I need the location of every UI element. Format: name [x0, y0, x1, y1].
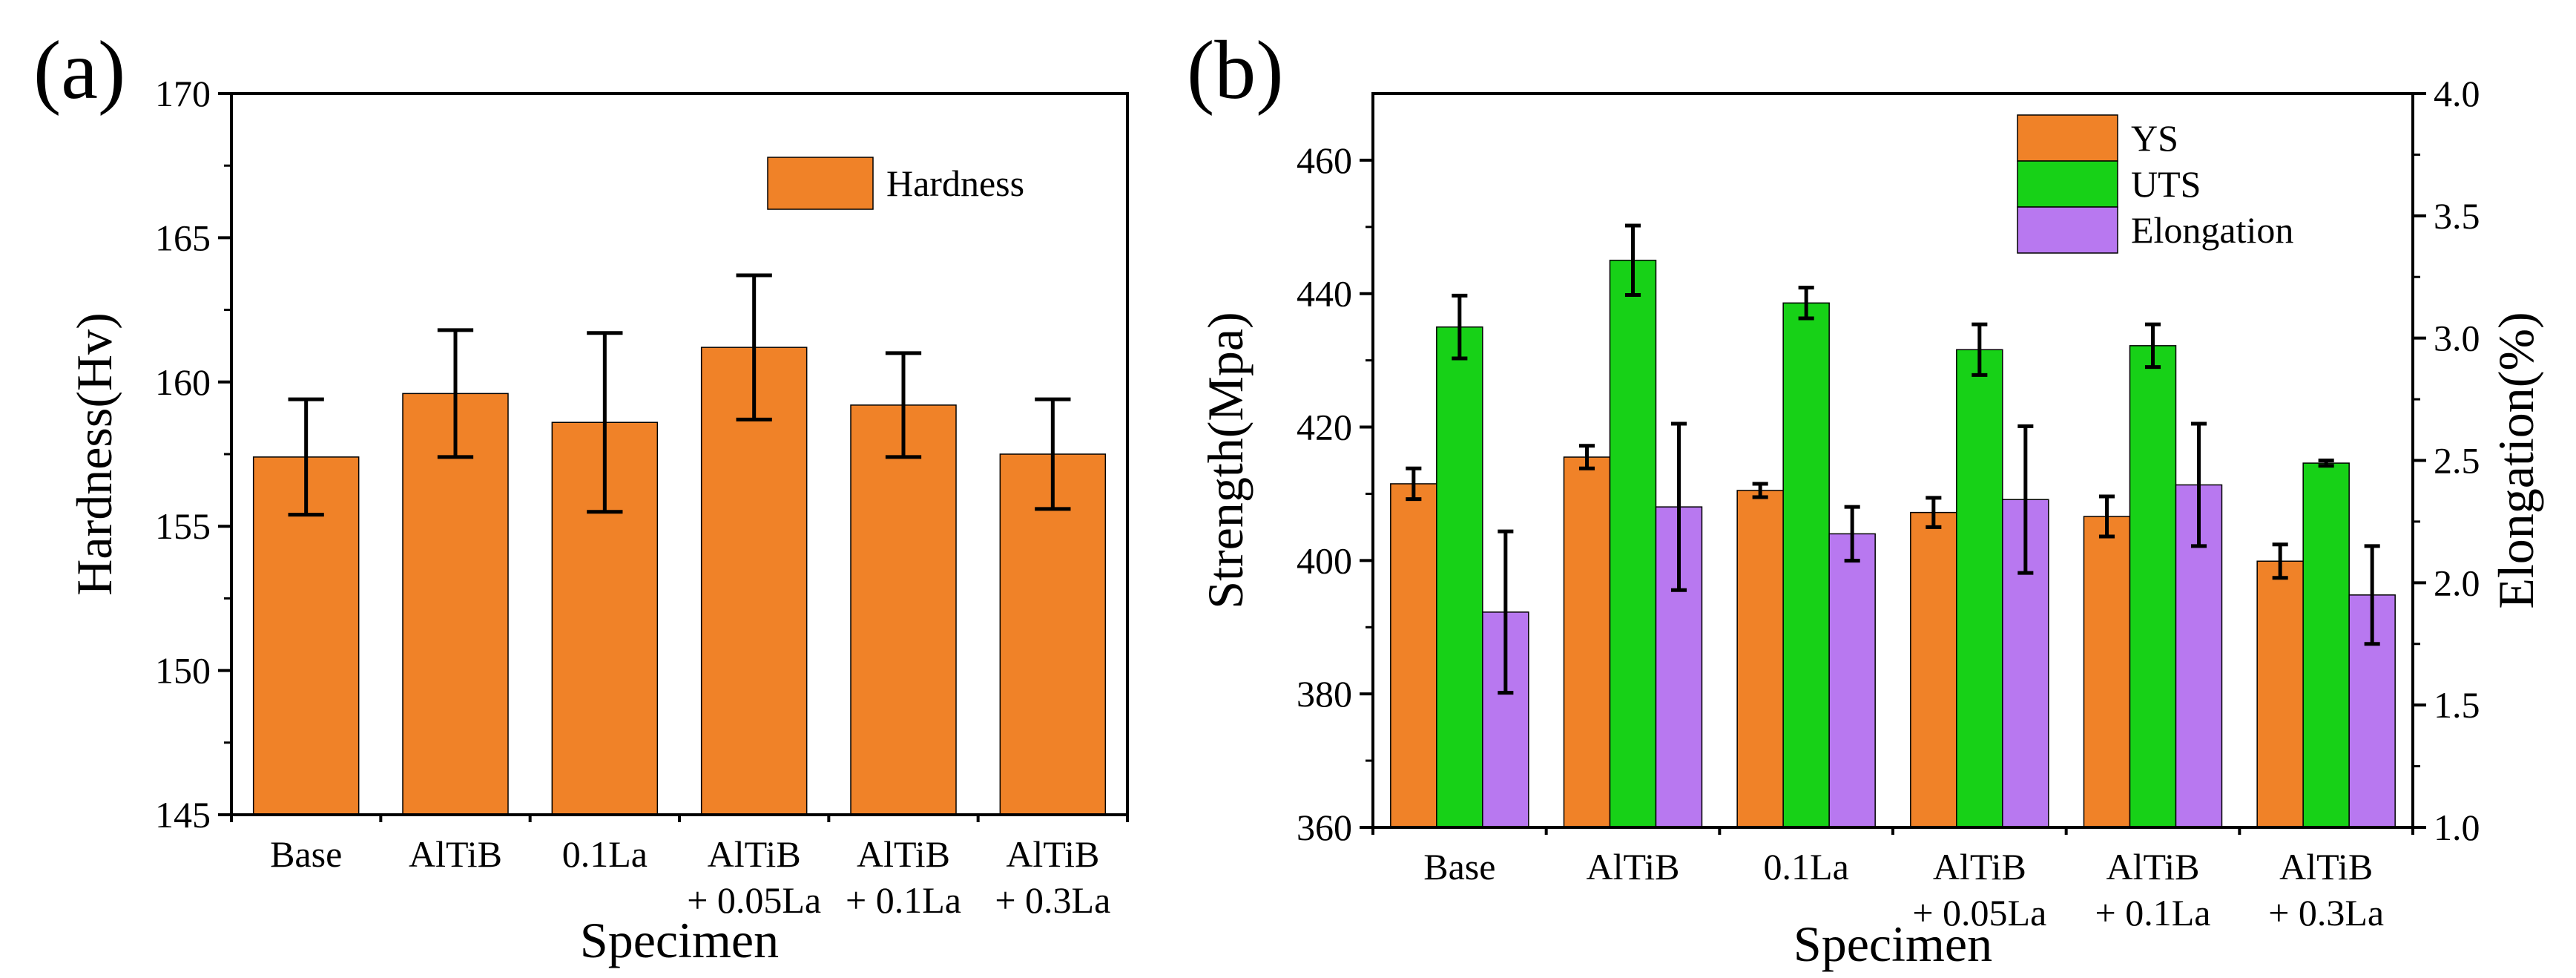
panel-b-x-tick-label: AlTiB	[2279, 846, 2373, 887]
panel-b-legend-swatch-ys	[2017, 114, 2118, 162]
panel-b-legend-label-ys: YS	[2131, 117, 2178, 159]
panel-b-uts-bar	[2302, 462, 2350, 828]
panel-b-x-axis-title: Specimen	[1793, 916, 1992, 972]
panel-a-legend-label-hardness: Hardness	[886, 163, 1024, 204]
panel-b-right-y-tick-label: 3.5	[2434, 195, 2480, 237]
panel-b-elongation-bar	[1828, 533, 1876, 828]
panel-b-ys-bar	[2256, 560, 2304, 828]
panel-b-legend-swatch-uts	[2017, 160, 2118, 208]
panel-b-uts-bar	[1436, 326, 1483, 828]
panel-b-right-y-tick-label: 2.0	[2434, 562, 2480, 603]
panel-b-uts-bar	[1782, 302, 1830, 828]
panel-b-x-tick-label: AlTiB	[1933, 846, 2026, 887]
panel-b-y-tick-label: 400	[1297, 539, 1352, 581]
panel-a-y-tick-label: 165	[155, 217, 211, 258]
panel-b-x-tick-label: + 0.05La	[1912, 892, 2046, 933]
panel-b-x-tick-label: + 0.3La	[2268, 892, 2384, 933]
panel-a-legend-swatch-hardness	[767, 157, 874, 210]
panel-a-x-tick-label: AlTiB	[409, 833, 502, 875]
panel-b-right-y-axis-title: Elongation(%)	[2488, 312, 2544, 608]
panel-a-x-tick-label: + 0.1La	[846, 879, 961, 921]
panel-b-ys-bar	[1736, 490, 1784, 828]
panel-b-y-axis-title: Strength(Mpa)	[1197, 312, 1254, 608]
panel-b-x-tick-label: + 0.1La	[2095, 892, 2211, 933]
panel-b-right-y-tick-label: 4.0	[2434, 73, 2480, 114]
panel-b-y-tick-label: 380	[1297, 673, 1352, 715]
panel-b-panel-label: (b)	[1187, 24, 1284, 116]
panel-b-x-tick-label: AlTiB	[2106, 846, 2199, 887]
panel-b-right-y-tick-label: 1.5	[2434, 684, 2480, 726]
panel-a-y-tick-label: 155	[155, 505, 211, 547]
panel-b-y-tick-label: 360	[1297, 807, 1352, 848]
panel-a-x-tick-label: Base	[270, 833, 342, 875]
panel-a-x-tick-label: AlTiB	[1006, 833, 1099, 875]
panel-b-x-tick-label: AlTiB	[1586, 846, 1679, 887]
panel-b-legend-swatch-elongation	[2017, 206, 2118, 254]
panel-b-ys-bar	[2083, 516, 2131, 828]
panel-a-hardness-bar	[999, 453, 1107, 815]
panel-a-hardness-bar	[252, 456, 360, 815]
panel-a-y-tick-label: 170	[155, 73, 211, 114]
panel-a-y-axis-title: Hardness(Hv)	[66, 312, 122, 595]
panel-b-x-tick-label: 0.1La	[1764, 846, 1849, 887]
panel-b-right-y-tick-label: 1.0	[2434, 807, 2480, 848]
panel-b-y-tick-label: 460	[1297, 140, 1352, 181]
panel-a-x-tick-label: AlTiB	[708, 833, 801, 875]
panel-a-y-tick-label: 150	[155, 650, 211, 692]
panel-a-hardness-bar	[850, 404, 957, 815]
panel-b-x-tick-label: Base	[1423, 846, 1495, 887]
panel-a-x-tick-label: 0.1La	[562, 833, 648, 875]
panel-a-y-tick-label: 160	[155, 361, 211, 403]
panel-b-uts-bar	[1609, 260, 1657, 828]
panel-b-uts-bar	[1956, 349, 2003, 828]
panel-b-right-y-tick-label: 3.0	[2434, 318, 2480, 359]
panel-a-x-axis-title: Specimen	[580, 912, 779, 968]
panel-b-ys-bar	[1390, 483, 1437, 828]
panel-b-legend-label-elongation: Elongation	[2131, 209, 2293, 251]
panel-a-x-tick-label: + 0.3La	[995, 879, 1110, 921]
panel-b-ys-bar	[1910, 511, 1957, 828]
panel-b-legend-label-uts: UTS	[2131, 163, 2201, 205]
panel-a-y-tick-label: 145	[155, 794, 211, 836]
panel-a-x-tick-label: + 0.05La	[687, 879, 821, 921]
panel-b-right-y-tick-label: 2.5	[2434, 440, 2480, 482]
panel-a-x-tick-label: AlTiB	[857, 833, 950, 875]
panel-b-ys-bar	[1563, 456, 1611, 828]
panel-a-panel-label: (a)	[33, 24, 125, 116]
panel-b-uts-bar	[2129, 345, 2177, 828]
panel-b-y-tick-label: 440	[1297, 273, 1352, 315]
panel-b-y-tick-label: 420	[1297, 407, 1352, 448]
